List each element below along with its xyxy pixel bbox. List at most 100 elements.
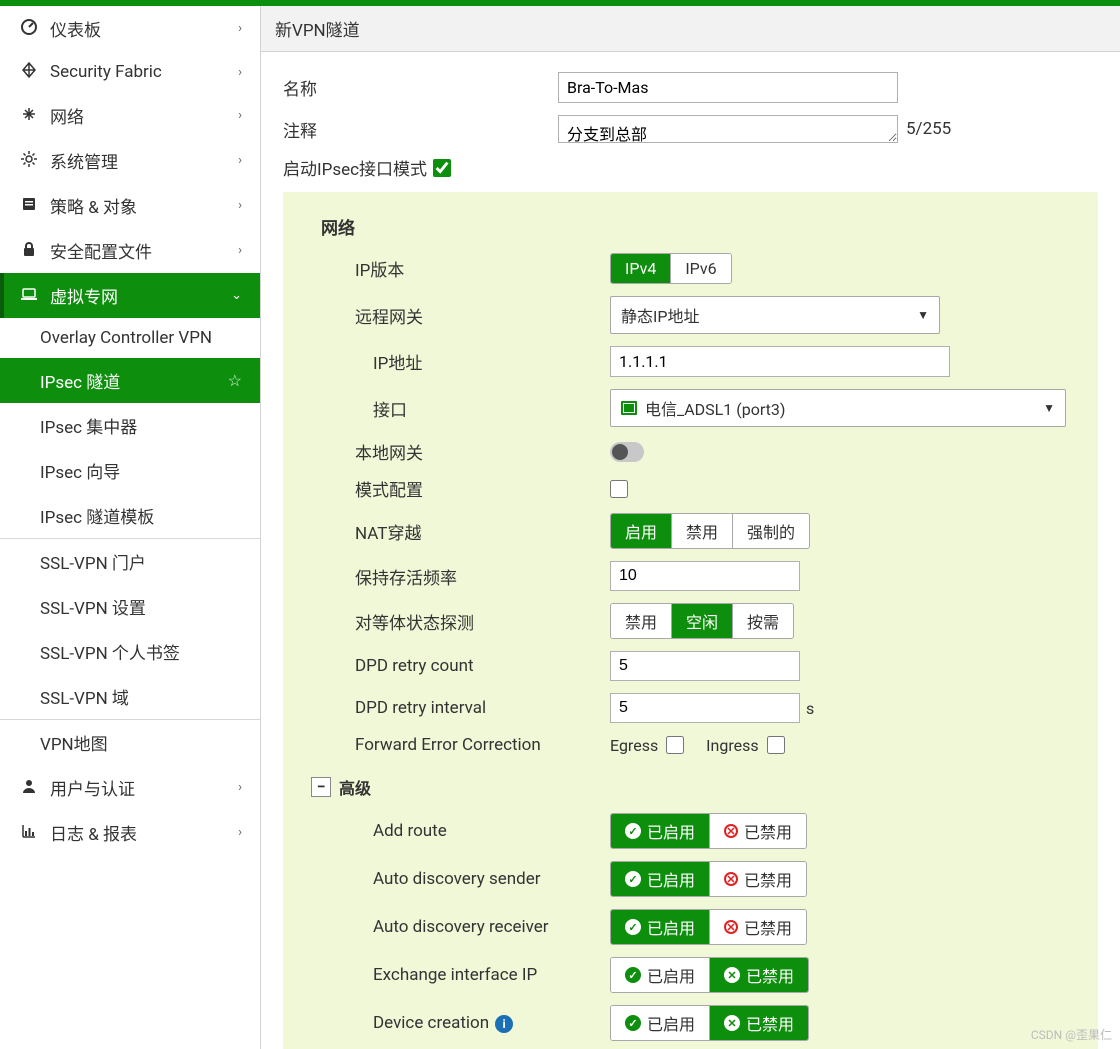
sidebar-item[interactable]: 系统管理› [0,138,260,183]
enable-disable-toggle[interactable]: ✓已启用✕已禁用 [610,909,807,945]
keepalive-input[interactable] [610,561,800,591]
dpd-retry-count-label: DPD retry count [335,656,610,676]
dpd-toggle[interactable]: 禁用空闲按需 [610,603,794,639]
laptop-icon [18,285,40,307]
sidebar-item[interactable]: 仪表板› [0,6,260,51]
enable-disable-toggle[interactable]: ✓已启用✕已禁用 [610,957,809,993]
sidebar-item[interactable]: 安全配置文件› [0,228,260,273]
ip-addr-input[interactable] [610,346,950,377]
advanced-label: 高级 [339,775,371,799]
adv-row-label: Auto discovery sender [335,869,610,889]
check-icon: ✓ [625,1015,641,1031]
fec-egress-label: Egress [610,736,658,755]
x-icon: ✕ [724,1015,740,1031]
option-button[interactable]: 强制的 [733,514,809,548]
sidebar-item[interactable]: 日志 & 报表› [0,810,260,855]
sidebar-subitem[interactable]: SSL-VPN 域 [0,674,260,719]
sidebar-subitem[interactable]: IPsec 集中器 [0,403,260,448]
enabled-option[interactable]: ✓已启用 [611,862,710,896]
chevron-right-icon: › [238,108,242,123]
enable-disable-toggle[interactable]: ✓已启用✕已禁用 [610,861,807,897]
chevron-right-icon: › [238,243,242,258]
sidebar-item[interactable]: 虚拟专网⌄ [0,273,260,318]
sidebar-subitem[interactable]: IPsec 向导 [0,448,260,493]
chevron-right-icon: › [238,780,242,795]
star-icon: ☆ [228,371,242,390]
option-button[interactable]: 按需 [733,604,793,638]
option-button[interactable]: 禁用 [672,514,733,548]
ipsec-iface-checkbox[interactable] [433,159,451,177]
local-gw-toggle[interactable] [610,442,644,462]
disabled-option[interactable]: ✕已禁用 [710,958,808,992]
dpd-retry-interval-unit: s [806,699,814,718]
disabled-option[interactable]: ✕已禁用 [710,1006,808,1040]
option-button[interactable]: IPv4 [611,254,671,283]
nat-toggle[interactable]: 启用禁用强制的 [610,513,810,549]
adv-row-label: Device creationi [335,1013,610,1033]
name-input[interactable] [558,72,898,103]
disabled-option[interactable]: ✕已禁用 [710,862,806,896]
mode-cfg-checkbox[interactable] [610,480,628,498]
page-title: 新VPN隧道 [261,6,1120,52]
keepalive-label: 保持存活频率 [335,564,610,589]
remote-gw-select[interactable]: 静态IP地址 ▼ [610,296,940,334]
comment-input[interactable] [558,115,898,143]
fec-egress-option[interactable]: Egress [610,736,684,755]
chevron-right-icon: › [238,153,242,168]
sidebar-subitem-label: Overlay Controller VPN [40,328,242,348]
info-icon[interactable]: i [495,1015,513,1033]
enabled-option[interactable]: ✓已启用 [611,910,710,944]
fec-ingress-checkbox[interactable] [767,736,785,754]
sidebar-item-label: 日志 & 报表 [50,820,238,845]
option-button[interactable]: 禁用 [611,604,672,638]
sidebar-item[interactable]: 网络› [0,93,260,138]
network-icon [18,105,40,127]
collapse-icon: − [311,777,331,797]
check-icon: ✓ [625,919,641,935]
dpd-retry-interval-input[interactable] [610,693,800,723]
disabled-option[interactable]: ✕已禁用 [710,814,806,848]
dpd-label: 对等体状态探测 [335,609,610,634]
ipsec-iface-label: 启动IPsec接口模式 [283,155,427,180]
x-icon: ✕ [724,824,738,838]
adv-row-label: Add route [335,821,610,841]
comment-label: 注释 [283,117,558,142]
sidebar-subitem[interactable]: SSL-VPN 门户 [0,538,260,584]
advanced-toggle[interactable]: − 高级 [311,775,371,799]
disabled-option[interactable]: ✕已禁用 [710,910,806,944]
adv-row-label: Auto discovery receiver [335,917,610,937]
option-button[interactable]: 空闲 [672,604,733,638]
sidebar-subitem[interactable]: SSL-VPN 个人书签 [0,629,260,674]
interface-icon [621,401,637,415]
fec-ingress-option[interactable]: Ingress [706,736,784,755]
mode-cfg-label: 模式配置 [335,476,610,501]
sidebar-subitem[interactable]: IPsec 隧道☆ [0,358,260,403]
sidebar-subitem[interactable]: SSL-VPN 设置 [0,584,260,629]
sidebar-item[interactable]: 用户与认证› [0,765,260,810]
iface-label: 接口 [335,396,610,421]
fec-egress-checkbox[interactable] [666,736,684,754]
dpd-retry-count-input[interactable] [610,651,800,681]
enable-disable-toggle[interactable]: ✓已启用✕已禁用 [610,1005,809,1041]
sidebar-item[interactable]: 策略 & 对象› [0,183,260,228]
ip-addr-label: IP地址 [335,349,610,374]
ip-version-toggle[interactable]: IPv4IPv6 [610,253,732,284]
nat-label: NAT穿越 [335,519,610,544]
sidebar-subitem[interactable]: IPsec 隧道模板 [0,493,260,538]
option-button[interactable]: 启用 [611,514,672,548]
sidebar-item-label: 用户与认证 [50,775,238,800]
sidebar-subitem-label: SSL-VPN 设置 [40,594,242,619]
sidebar-item[interactable]: Security Fabric› [0,51,260,93]
sidebar-subitem[interactable]: VPN地图 [0,719,260,765]
sidebar-subitem-label: IPsec 隧道模板 [40,503,242,528]
option-button[interactable]: IPv6 [671,254,730,283]
iface-value: 电信_ADSL1 (port3) [645,396,785,420]
ip-version-label: IP版本 [335,256,610,281]
iface-select[interactable]: 电信_ADSL1 (port3) ▼ [610,389,1066,427]
enabled-option[interactable]: ✓已启用 [611,1006,710,1040]
enabled-option[interactable]: ✓已启用 [611,814,710,848]
chevron-right-icon: › [238,65,242,80]
sidebar-subitem[interactable]: Overlay Controller VPN [0,318,260,358]
enable-disable-toggle[interactable]: ✓已启用✕已禁用 [610,813,807,849]
enabled-option[interactable]: ✓已启用 [611,958,710,992]
